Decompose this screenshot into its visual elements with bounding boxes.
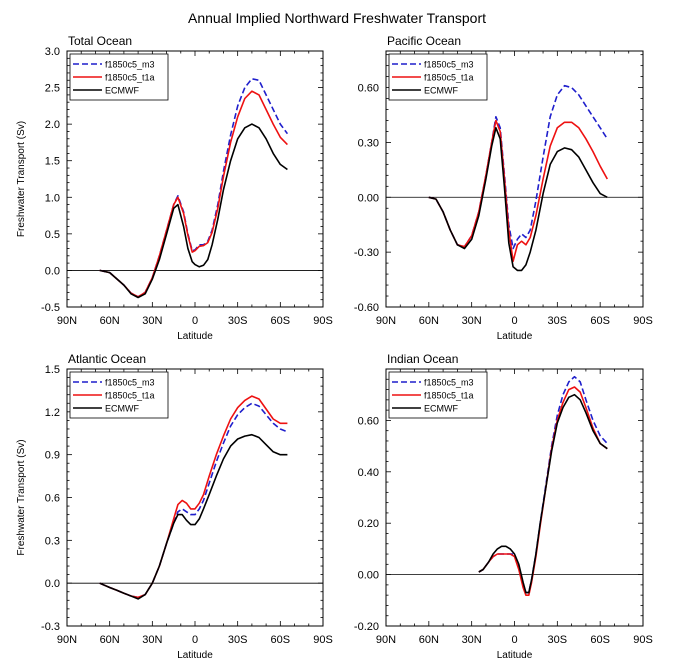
y-tick-label: 0.0 [45, 265, 60, 277]
x-tick-label: 90N [376, 634, 396, 646]
legend: f1850c5_m3 f1850c5_t1a ECMWF [69, 53, 169, 101]
y-tick-label: 2.5 [45, 83, 60, 95]
x-tick-label: 90S [633, 315, 653, 327]
series-line-f1850c5-t1a [428, 119, 608, 263]
y-tick-label: 0.60 [358, 415, 379, 427]
y-tick-label: 1.5 [45, 364, 60, 376]
x-tick-label: 0 [192, 315, 198, 327]
y-tick-label: 0.30 [358, 137, 379, 149]
x-tick-label: 0 [511, 634, 517, 646]
series-line-ecmwf [478, 393, 608, 594]
figure-title: Annual Implied Northward Freshwater Tran… [188, 10, 486, 26]
y-tick-label: 2.0 [45, 119, 60, 131]
legend-label: f1850c5_t1a [424, 73, 474, 83]
x-tick-label: 60N [100, 634, 120, 646]
x-tick-label: 90S [313, 315, 333, 327]
x-tick-label: 60S [271, 315, 291, 327]
panel-indian-ocean: 90N 60N 30N 0 30S 60S 90S -0.20 0.00 0.20 0.40 0.60… [354, 352, 653, 661]
legend-label: f1850c5_m3 [105, 378, 155, 388]
x-tick-label: 30N [142, 634, 162, 646]
x-tick-label: 30N [462, 315, 482, 327]
panel-title: Indian Ocean [387, 352, 458, 366]
y-tick-label: 0.40 [358, 467, 379, 479]
x-tick-label: 60N [419, 634, 439, 646]
panel-total-ocean: 90N 60N 30N 0 30S 60S 90S -0.5 0.0 0.5 1.0 1.5 2.0 2.… [16, 34, 333, 342]
legend-label: f1850c5_m3 [424, 378, 474, 388]
y-tick-label: 1.5 [45, 156, 60, 168]
x-tick-label: 30N [142, 315, 162, 327]
y-tick-label: 3.0 [45, 46, 60, 58]
y-tick-label: -0.30 [354, 247, 379, 259]
x-axis-label: Latitude [177, 331, 213, 342]
x-tick-label: 90N [57, 634, 77, 646]
legend-label: ECMWF [424, 404, 458, 414]
legend-label: f1850c5_t1a [424, 391, 474, 401]
x-tick-label: 60N [419, 315, 439, 327]
x-tick-label: 90S [633, 634, 653, 646]
legend-label: ECMWF [105, 404, 139, 414]
series-line-ecmwf [99, 123, 288, 299]
panel-atlantic-ocean: 90N 60N 30N 0 30S 60S 90S -0.3 0.0 0.3 0.6 0.9 1.2 1.… [16, 352, 333, 661]
x-tick-label: 30S [228, 634, 248, 646]
y-tick-label: 0.3 [45, 535, 60, 547]
series-line-f1850c5-t1a [99, 395, 288, 599]
panel-title: Pacific Ocean [387, 34, 461, 48]
x-tick-label: 90S [313, 634, 333, 646]
x-tick-label: 30S [228, 315, 248, 327]
legend-label: f1850c5_t1a [105, 391, 155, 401]
panel-title: Atlantic Ocean [68, 352, 146, 366]
series-line-f1850c5-m3 [99, 402, 288, 599]
series-line-ecmwf [428, 127, 608, 272]
legend: f1850c5_m3 f1850c5_t1a ECMWF [388, 53, 488, 101]
legend: f1850c5_m3 f1850c5_t1a ECMWF [388, 371, 488, 419]
x-tick-label: 60S [271, 634, 291, 646]
x-axis-label: Latitude [497, 650, 533, 661]
y-tick-label: 0.00 [358, 192, 379, 204]
legend-label: f1850c5_m3 [424, 60, 474, 70]
y-tick-label: 0.20 [358, 518, 379, 530]
y-tick-label: 1.0 [45, 192, 60, 204]
y-axis-label: Freshwater Transport (Sv) [16, 121, 27, 237]
y-tick-label: -0.3 [41, 621, 60, 633]
x-tick-label: 0 [192, 634, 198, 646]
y-tick-label: -0.60 [354, 302, 379, 314]
series-line-f1850c5-m3 [428, 84, 608, 250]
legend-label: ECMWF [424, 86, 458, 96]
legend-label: f1850c5_t1a [105, 73, 155, 83]
y-tick-label: -0.5 [41, 302, 60, 314]
series-line-ecmwf [99, 433, 288, 600]
panel-title: Total Ocean [68, 34, 132, 48]
panel-pacific-ocean: 90N 60N 30N 0 30S 60S 90S -0.60 -0.30 0.00 0.30 0.6… [354, 34, 653, 342]
y-tick-label: 0.60 [358, 83, 379, 95]
x-tick-label: 90N [376, 315, 396, 327]
x-tick-label: 90N [57, 315, 77, 327]
x-tick-label: 0 [511, 315, 517, 327]
series-line-f1850c5-t1a [99, 90, 288, 298]
x-axis-label: Latitude [497, 331, 533, 342]
x-tick-label: 30N [462, 634, 482, 646]
legend: f1850c5_m3 f1850c5_t1a ECMWF [69, 371, 169, 419]
y-tick-label: -0.20 [354, 621, 379, 633]
y-axis-label: Freshwater Transport (Sv) [16, 439, 27, 555]
y-tick-label: 1.2 [45, 407, 60, 419]
legend-label: ECMWF [105, 86, 139, 96]
x-tick-label: 60S [590, 315, 610, 327]
x-tick-label: 30S [548, 315, 568, 327]
x-axis-label: Latitude [177, 650, 213, 661]
x-tick-label: 60N [100, 315, 120, 327]
x-tick-label: 60S [590, 634, 610, 646]
y-tick-label: 0.6 [45, 493, 60, 505]
x-tick-label: 30S [548, 634, 568, 646]
y-tick-label: 0.00 [358, 570, 379, 582]
series-line-f1850c5-m3 [478, 375, 608, 594]
y-tick-label: 0.5 [45, 229, 60, 241]
y-tick-label: 0.0 [45, 578, 60, 590]
y-tick-label: 0.9 [45, 450, 60, 462]
legend-label: f1850c5_m3 [105, 60, 155, 70]
